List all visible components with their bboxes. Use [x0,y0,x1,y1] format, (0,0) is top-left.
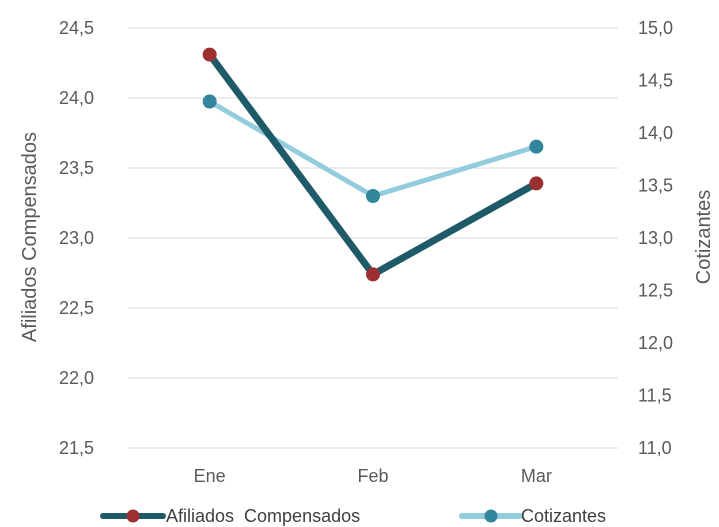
legend-label-cotizantes: Cotizantes [521,506,606,526]
right-tick-label: 14,5 [638,71,673,91]
left-tick-label: 24,0 [59,88,94,108]
left-axis-title: Afiliados Compensados [19,132,41,342]
left-tick-label: 22,0 [59,368,94,388]
series-line-afiliados [206,51,540,278]
legend-label-afiliados: Afiliados Compensados [166,506,360,526]
left-tick-label: 21,5 [59,438,94,458]
right-tick-label: 14,0 [638,123,673,143]
data-point-cotizantes [529,139,544,154]
gridlines [128,27,618,449]
right-tick-label: 13,0 [638,228,673,248]
right-tick-label: 11,0 [638,438,672,458]
left-tick-label: 22,5 [59,298,94,318]
right-axis-title: Cotizantes [693,190,715,285]
x-axis-ticks: Ene Feb Mar [194,466,552,486]
data-point-afiliados [202,47,217,62]
right-tick-label: 12,0 [638,333,673,353]
data-point-cotizantes [366,189,380,203]
left-tick-label: 23,0 [59,228,94,248]
right-tick-label: 11,5 [638,386,672,406]
right-tick-label: 12,5 [638,281,673,301]
left-tick-label: 24,5 [59,18,94,38]
right-tick-label: 15,0 [638,18,673,38]
legend-marker-afiliados [126,509,140,523]
left-tick-label: 23,5 [59,158,94,178]
legend: Afiliados Compensados Cotizantes [100,506,606,526]
legend-item-cotizantes: Cotizantes [459,506,606,526]
data-point-cotizantes [202,94,217,109]
x-tick-label: Mar [521,466,552,486]
data-point-afiliados [529,176,544,191]
right-axis-ticks: 11,0 11,5 12,0 12,5 13,0 13,5 14,0 14,5 15,0 [638,18,673,458]
series-lines [202,47,544,282]
left-axis-ticks: 21,5 22,0 22,5 23,0 23,5 24,0 24,5 [59,18,94,458]
x-tick-label: Ene [194,466,226,486]
legend-item-afiliados: Afiliados Compensados [100,506,360,526]
x-tick-label: Feb [357,466,388,486]
data-point-afiliados [366,267,380,282]
right-tick-label: 13,5 [638,176,673,196]
legend-marker-cotizantes [484,509,498,523]
